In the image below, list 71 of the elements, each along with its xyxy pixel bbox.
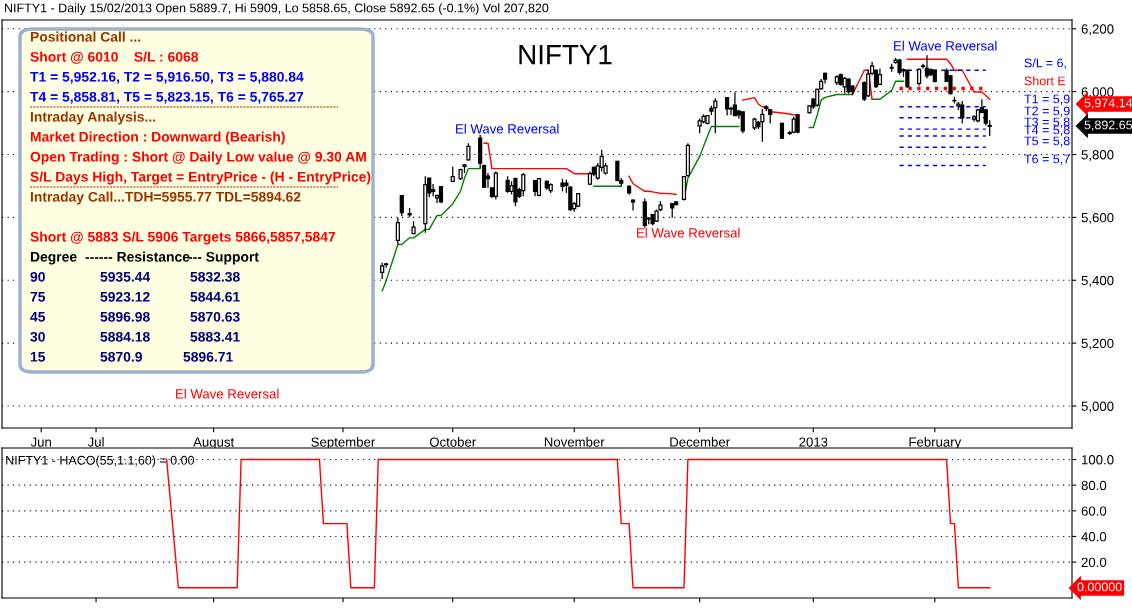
y-tick-label: 100.0	[1082, 455, 1114, 465]
y-tick-label: 40.0	[1081, 532, 1107, 542]
annotation: 15	[30, 352, 46, 362]
text: NIFTY1 - HACO(55,1.1,60) = 0.00	[6, 455, 195, 468]
annotation: S/L = 6,	[1024, 58, 1066, 69]
candlestick	[521, 172, 526, 197]
annotation: 5832.38	[190, 271, 240, 282]
annotation: 5896.98	[100, 311, 150, 322]
annotation: 5896.71	[183, 351, 233, 362]
annotation: 5923.12	[100, 291, 150, 302]
annotation: T1 = 5,952.16, T2 = 5,916.50, T3 = 5,880.84	[30, 71, 304, 84]
candlestick	[960, 100, 965, 125]
y-tick-label: 5,400	[1081, 275, 1114, 287]
annotation: 90	[30, 271, 45, 282]
x-tick-label: September	[311, 437, 376, 450]
annotation: El Wave Reversal	[637, 227, 740, 238]
text: 5,974.14	[1084, 98, 1132, 109]
y-tick-label: 20.0	[1081, 557, 1107, 568]
text: 5,892.65	[1084, 120, 1132, 131]
y-tick-label: 5,200	[1081, 338, 1114, 350]
y-tick-label: 5,600	[1081, 212, 1114, 224]
candlestick	[630, 198, 636, 212]
annotation: 5870.9	[100, 351, 142, 362]
annotation: El Wave Reversal	[176, 388, 279, 399]
annotation: 5884.18	[100, 331, 150, 342]
annotation: ------ Resistance	[85, 251, 190, 262]
annotation: Market Direction : Downward (Bearish)	[30, 131, 285, 145]
candlestick	[713, 97, 718, 134]
y-tick-label: 5,800	[1081, 150, 1114, 161]
annotation: El Wave Reversal	[894, 40, 997, 51]
y-tick-label: 80.0	[1081, 480, 1107, 491]
x-tick-label: November	[544, 437, 605, 447]
annotation: 45	[30, 312, 46, 322]
annotation: Intraday Analysis...	[30, 111, 156, 125]
text: 0.00000	[1077, 582, 1122, 592]
annotation: Degree	[30, 251, 77, 265]
candlestick	[399, 195, 404, 217]
annotation: T2 = 5,9	[1024, 106, 1070, 117]
x-tick-label: Jun	[30, 437, 51, 447]
text: NIFTY1	[519, 45, 612, 65]
annotation: 30	[30, 331, 45, 342]
x-tick-label: December	[670, 437, 730, 447]
annotation: Short @ 6010 S/L : 6068	[30, 51, 199, 64]
annotation: T6 = 5,7	[1024, 154, 1070, 165]
annotation: Short E	[1024, 76, 1066, 86]
y-tick-label: 5,000	[1081, 401, 1114, 413]
chart-title: NIFTY1 - Daily 15/02/2013 Open 5889.7, Hi 5909, Lo 5858.65, Close 5892.65 (-0.1%) Vol 207,820	[5, 3, 549, 15]
annotation: T1 = 5,9	[1024, 94, 1070, 105]
annotation: 5844.61	[190, 291, 240, 302]
candlestick	[760, 108, 765, 143]
candlestick	[905, 68, 910, 89]
annotation: Intraday Call...TDH=5955.77 TDL=5894.62	[30, 191, 301, 205]
annotation: T4 = 5,858.81, T5 = 5,823.15, T6 = 5,765.27	[30, 91, 304, 104]
x-tick-label: August	[193, 437, 235, 450]
y-tick-label: 6,000	[1081, 87, 1114, 99]
x-tick-label: February	[909, 437, 962, 450]
annotation: El Wave Reversal	[456, 123, 559, 134]
annotation: S/L Days High, Target = EntryPrice - (H - EntryPrice)	[30, 171, 371, 185]
annotation: 5870.63	[190, 311, 240, 322]
annotation: Open Trading : Short @ Daily Low value @ 9.30 AM	[30, 151, 366, 165]
annotation: 5883.41	[190, 331, 240, 342]
x-tick-label: October	[429, 437, 476, 447]
annotation: Positional Call ...	[30, 31, 141, 42]
annotation: T5 = 5,8	[1024, 136, 1070, 147]
y-tick-label: 60.0	[1081, 506, 1107, 516]
annotation: 75	[30, 292, 46, 302]
x-tick-label: Jul	[87, 437, 104, 447]
y-tick-label: 6,200	[1081, 24, 1114, 36]
annotation: Short @ 5883 S/L 5906 Targets 5866,5857,5847	[30, 231, 336, 245]
x-tick-label: 2013	[799, 437, 828, 447]
annotation: 5935.44	[100, 271, 151, 282]
